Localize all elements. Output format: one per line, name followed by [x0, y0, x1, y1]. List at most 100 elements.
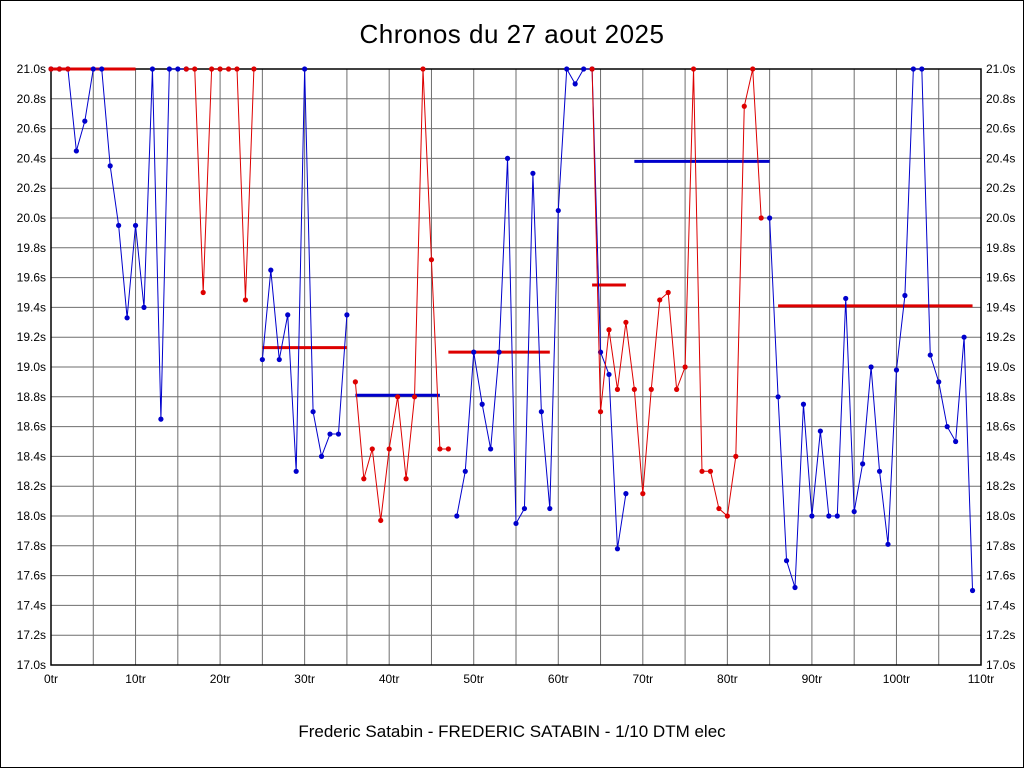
- y-tick-label: 17.0s: [986, 658, 1015, 672]
- lap-data-point: [716, 505, 722, 512]
- x-tick-label: 90tr: [802, 672, 823, 686]
- lap-data-point: [158, 416, 164, 422]
- y-tick-label: 19.4s: [17, 300, 46, 314]
- x-tick-label: 0tr: [44, 672, 58, 686]
- lap-data-point: [614, 386, 621, 392]
- lap-data-point: [268, 267, 274, 273]
- y-tick-label: 18.4s: [17, 449, 46, 463]
- y-tick-label: 20.6s: [986, 122, 1015, 136]
- y-tick-label: 20.2s: [17, 181, 46, 195]
- lap-data-point: [648, 386, 654, 392]
- series-laps-blue: [48, 66, 976, 594]
- lap-data-point: [733, 453, 739, 459]
- y-tick-label: 17.8s: [986, 539, 1015, 553]
- y-tick-label: 18.2s: [986, 479, 1015, 493]
- lap-data-point: [361, 476, 367, 482]
- y-tick-label: 19.6s: [986, 271, 1015, 285]
- y-tick-label: 20.4s: [17, 151, 46, 165]
- x-tick-label: 110tr: [968, 672, 994, 686]
- y-tick-label: 17.0s: [17, 658, 46, 672]
- lap-data-point: [175, 66, 181, 72]
- series-laps-red: [48, 66, 764, 524]
- lap-data-point: [876, 468, 883, 474]
- lap-data-point: [276, 356, 282, 363]
- lap-data-point: [555, 207, 561, 214]
- lap-data-point: [225, 66, 232, 72]
- lap-data-point: [682, 364, 688, 370]
- y-axis-labels-left: 21.0s 20.8s 20.6s 20.4s 20.2s 20.0s 19.8s 19.6s…: [17, 62, 46, 672]
- lap-data-point: [217, 66, 223, 72]
- x-tick-label: 60tr: [548, 672, 569, 686]
- lap-data-point: [623, 491, 629, 497]
- lap-data-point: [581, 66, 587, 72]
- lap-data-point: [99, 66, 105, 72]
- lap-data-point: [107, 163, 113, 169]
- lap-data-point: [90, 66, 96, 72]
- lap-data-point: [953, 438, 959, 445]
- y-tick-label: 18.0s: [17, 509, 46, 523]
- lap-data-point: [149, 66, 156, 72]
- lap-data-point: [783, 558, 790, 564]
- x-tick-label: 20tr: [210, 672, 231, 686]
- lap-data-point: [614, 546, 621, 552]
- lap-data-point: [428, 257, 435, 263]
- y-tick-label: 20.6s: [17, 122, 46, 136]
- lap-data-point: [665, 289, 671, 296]
- lap-data-point: [513, 520, 519, 527]
- lap-data-point: [65, 66, 71, 72]
- lap-data-point: [124, 315, 130, 321]
- y-tick-label: 19.2s: [986, 330, 1015, 344]
- lap-data-point: [868, 364, 874, 370]
- y-tick-label: 20.2s: [986, 181, 1015, 195]
- y-tick-label: 17.6s: [986, 569, 1015, 583]
- y-tick-label: 18.8s: [17, 390, 46, 404]
- x-tick-label: 70tr: [632, 672, 653, 686]
- lap-data-point: [310, 409, 316, 415]
- lap-data-point: [420, 66, 426, 72]
- lap-data-point: [302, 66, 308, 72]
- y-tick-label: 20.0s: [986, 211, 1015, 225]
- lap-data-point: [936, 379, 942, 385]
- lap-data-point: [56, 66, 63, 72]
- lap-data-point: [792, 584, 798, 591]
- lap-data-point: [741, 103, 747, 109]
- lap-data-point: [724, 513, 730, 519]
- x-tick-label: 100tr: [883, 672, 910, 686]
- lap-data-point: [826, 513, 832, 519]
- lap-data-point: [564, 66, 570, 72]
- y-tick-label: 19.0s: [986, 360, 1015, 374]
- x-tick-label: 50tr: [463, 672, 484, 686]
- lap-data-point: [82, 118, 88, 124]
- y-tick-label: 18.6s: [17, 420, 46, 434]
- x-tick-label: 80tr: [717, 672, 738, 686]
- lap-data-point: [344, 312, 350, 318]
- lap-line-run: [769, 68, 974, 591]
- lap-data-point: [961, 334, 967, 340]
- lap-data-point: [690, 66, 697, 72]
- y-tick-label: 19.0s: [17, 360, 46, 374]
- lap-data-point: [234, 66, 240, 72]
- lap-data-point: [699, 468, 705, 474]
- chart-caption: Frederic Satabin - FREDERIC SATABIN - 1/…: [298, 722, 726, 741]
- y-tick-label: 21.0s: [17, 62, 46, 76]
- lap-data-point: [251, 66, 257, 72]
- lap-data-point: [445, 446, 451, 452]
- lap-data-point: [521, 505, 528, 512]
- lap-data-point: [606, 371, 612, 378]
- y-tick-label: 18.4s: [986, 449, 1015, 463]
- y-tick-label: 19.8s: [17, 241, 46, 255]
- lap-line-run: [591, 68, 762, 517]
- lap-data-point: [496, 349, 502, 355]
- lap-data-point: [437, 446, 443, 452]
- lap-data-point: [48, 66, 54, 72]
- lap-data-point: [885, 541, 891, 547]
- lap-data-point: [902, 292, 908, 299]
- lap-data-point: [623, 319, 629, 325]
- y-tick-label: 19.2s: [17, 330, 46, 344]
- lap-data-point: [141, 304, 147, 310]
- lap-data-point: [116, 222, 122, 229]
- x-tick-label: 30tr: [294, 672, 315, 686]
- lap-data-point: [893, 367, 900, 373]
- lap-data-point: [395, 394, 401, 400]
